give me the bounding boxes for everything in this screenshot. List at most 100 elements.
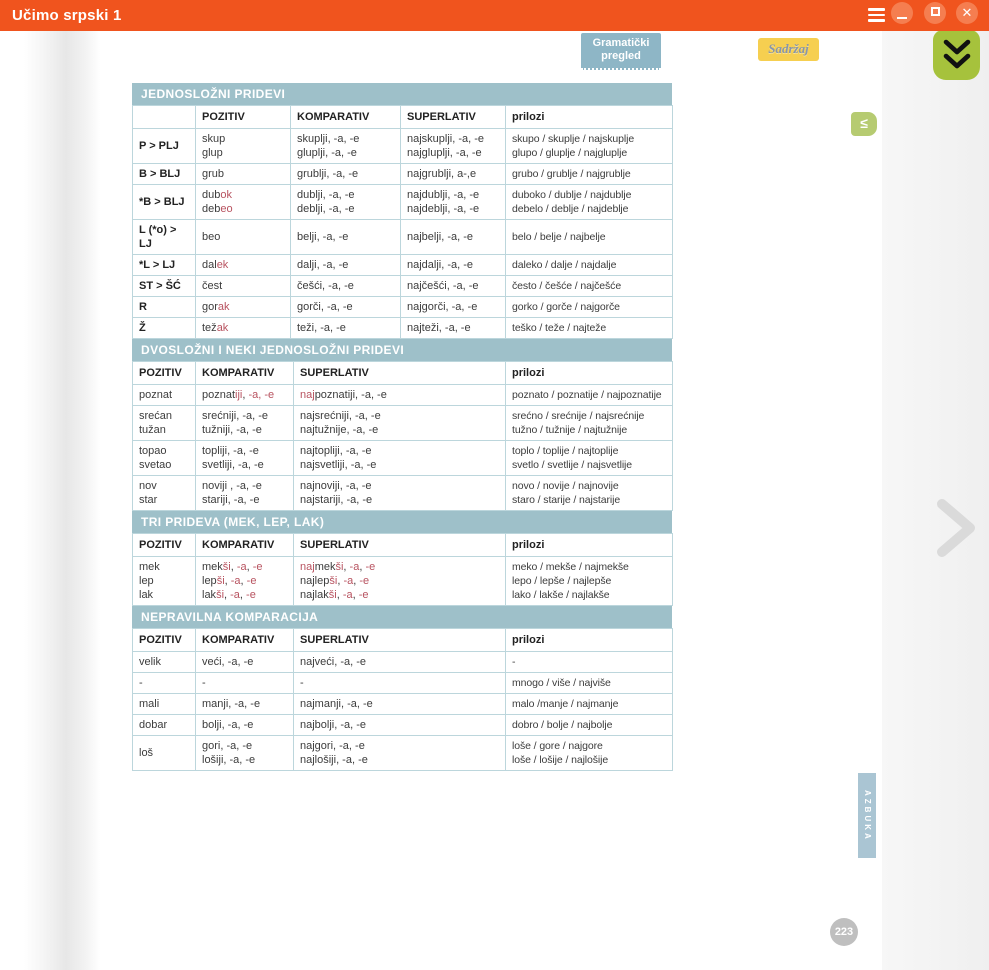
table-cell: najdalji, -a, -e — [400, 254, 506, 276]
table-cell: najmanji, -a, -e — [293, 693, 506, 715]
double-chevron-down-icon — [943, 39, 970, 69]
table-cell: belo / belje / najbelje — [505, 219, 673, 255]
grammar-table: POZITIV KOMPARATIV SUPERLATIV prilozi velik v… — [132, 628, 673, 771]
table-cell: češći, -a, -e — [290, 275, 401, 297]
grammar-overview-tab[interactable]: Gramatički pregled — [581, 33, 661, 70]
table-cell: najtopliji, -a, -e najsvetliji, -a, -e — [293, 440, 506, 476]
table-cell: gori, -a, -e lošiji, -a, -e — [195, 735, 294, 771]
table-cell: teži, -a, -e — [290, 317, 401, 339]
table-cell: beo — [195, 219, 291, 255]
table-cell: dobar — [132, 714, 196, 736]
table-cell: najgori, -a, -e najlošiji, -a, -e — [293, 735, 506, 771]
table-row: srećan tužan srećniji, -a, -e tužniji, -a, … — [132, 405, 673, 441]
table-row: loš gori, -a, -e lošiji, -a, -e najgori, -a… — [132, 735, 673, 771]
column-header: KOMPARATIV — [195, 533, 294, 557]
column-header: POZITIV — [132, 533, 196, 557]
table-cell: srećan tužan — [132, 405, 196, 441]
minimize-icon — [897, 17, 907, 19]
table-cell: P > PLJ — [132, 128, 196, 164]
table-cell: najveći, -a, -e — [293, 651, 506, 673]
table-cell: poznato / poznatije / najpoznatije — [505, 384, 673, 406]
table-cell: mekši, -a, -e lepši, -a, -e lakši, -a, -e — [195, 556, 294, 606]
column-header: prilozi — [505, 533, 673, 557]
table-row: L (*o) > LJ beo belji, -a, -e najbelji, -a,… — [132, 219, 673, 255]
table-row: - - - mnogo / više / najviše — [132, 672, 673, 694]
app-title: Učimo srpski 1 — [12, 7, 122, 24]
contents-button[interactable]: Sadržaj — [758, 38, 819, 61]
table-cell: belji, -a, -e — [290, 219, 401, 255]
page-number-badge: 223 — [830, 918, 858, 946]
table-cell: daleko / dalje / najdalje — [505, 254, 673, 276]
close-button[interactable]: ✕ — [956, 2, 978, 24]
table-cell: najbolji, -a, -e — [293, 714, 506, 736]
table-cell: bolji, -a, -e — [195, 714, 294, 736]
table-cell: mek lep lak — [132, 556, 196, 606]
minimize-button[interactable] — [891, 2, 913, 24]
table-cell: skup glup — [195, 128, 291, 164]
table-cell: novo / novije / najnovije staro / starije… — [505, 475, 673, 511]
table-cell: najskuplji, -a, -e najgluplji, -a, -e — [400, 128, 506, 164]
column-header: SUPERLATIV — [400, 105, 506, 129]
table-cell: najgorči, -a, -e — [400, 296, 506, 318]
table-cell: dalji, -a, -e — [290, 254, 401, 276]
maximize-button[interactable] — [924, 2, 946, 24]
column-header: prilozi — [505, 628, 673, 652]
table-cell: dublji, -a, -e deblji, -a, -e — [290, 184, 401, 220]
scroll-down-button[interactable] — [933, 30, 980, 80]
page-curl-shadow — [24, 31, 100, 970]
column-header: KOMPARATIV — [195, 361, 294, 385]
table-cell: najmekši, -a, -e najlepši, -a, -e najlakši… — [293, 556, 506, 606]
table-cell: srećno / srećnije / najsrećnije tužno / t… — [505, 405, 673, 441]
table-cell: dalek — [195, 254, 291, 276]
table-cell: - — [132, 672, 196, 694]
table-cell: skupo / skuplje / najskuplje glupo / glup… — [505, 128, 673, 164]
table-cell: najsrećniji, -a, -e najtužnije, -a, -e — [293, 405, 506, 441]
table-section-header: NEPRAVILNA KOMPARACIJA — [132, 606, 672, 628]
table-row: B > BLJ grub grublji, -a, -e najgrublji, a-… — [132, 163, 673, 185]
maximize-icon — [930, 7, 940, 16]
table-cell: L (*o) > LJ — [132, 219, 196, 255]
table-row: topao svetao topliji, -a, -e svetliji, -a, … — [132, 440, 673, 476]
next-page-button[interactable] — [934, 496, 980, 560]
column-header: POZITIV — [195, 105, 291, 129]
collapse-left-icon: ≤ — [860, 115, 868, 131]
table-row: P > PLJ skup glup skuplji, -a, -e gluplji, -… — [132, 128, 673, 164]
column-header: POZITIV — [132, 361, 196, 385]
table-cell: *B > BLJ — [132, 184, 196, 220]
table-cell: - — [505, 651, 673, 673]
table-cell: najdublji, -a, -e najdeblji, -a, -e — [400, 184, 506, 220]
table-cell: *L > LJ — [132, 254, 196, 276]
table-cell: najgrublji, a-,e — [400, 163, 506, 185]
table-cell: noviji , -a, -e stariji, -a, -e — [195, 475, 294, 511]
menu-icon[interactable] — [868, 8, 885, 23]
table-row: ST > ŠĆ čest češći, -a, -e najčešći, -a, -e… — [132, 275, 673, 297]
book-page: Gramatički pregled Sadržaj ≤ JEDNOSLOŽNI… — [0, 30, 989, 970]
column-header: SUPERLATIV — [293, 533, 506, 557]
column-header: KOMPARATIV — [290, 105, 401, 129]
table-cell: grublji, -a, -e — [290, 163, 401, 185]
grammar-table: POZITIV KOMPARATIV SUPERLATIV prilozi mek lep… — [132, 533, 673, 606]
column-header: KOMPARATIV — [195, 628, 294, 652]
column-header: SUPERLATIV — [293, 361, 506, 385]
table-row: velik veći, -a, -e najveći, -a, -e - — [132, 651, 673, 673]
table-cell: najčešći, -a, -e — [400, 275, 506, 297]
table-cell: malo /manje / najmanje — [505, 693, 673, 715]
table-cell: gorko / gorče / najgorče — [505, 296, 673, 318]
column-header: prilozi — [505, 361, 673, 385]
collapse-panel-button[interactable]: ≤ — [851, 112, 877, 136]
grammar-tables: JEDNOSLOŽNI PRIDEVI POZITIV KOMPARATIV SUPE… — [132, 83, 673, 771]
table-section-header: DVOSLOŽNI I NEKI JEDNOSLOŽNI PRIDEVI — [132, 339, 672, 361]
grammar-table: POZITIV KOMPARATIV SUPERLATIV prilozi P > PL… — [132, 105, 673, 339]
table-row: nov star noviji , -a, -e stariji, -a, -e naj… — [132, 475, 673, 511]
table-cell: R — [132, 296, 196, 318]
table-row: mali manji, -a, -e najmanji, -a, -e malo /m… — [132, 693, 673, 715]
table-cell: ST > ŠĆ — [132, 275, 196, 297]
table-cell: težak — [195, 317, 291, 339]
table-cell: duboko / dublje / najdublje debelo / debl… — [505, 184, 673, 220]
table-cell: skuplji, -a, -e gluplji, -a, -e — [290, 128, 401, 164]
table-cell: često / češće / najčešće — [505, 275, 673, 297]
side-ribbon-tab[interactable]: AZBUKA — [858, 773, 876, 858]
table-cell: najteži, -a, -e — [400, 317, 506, 339]
